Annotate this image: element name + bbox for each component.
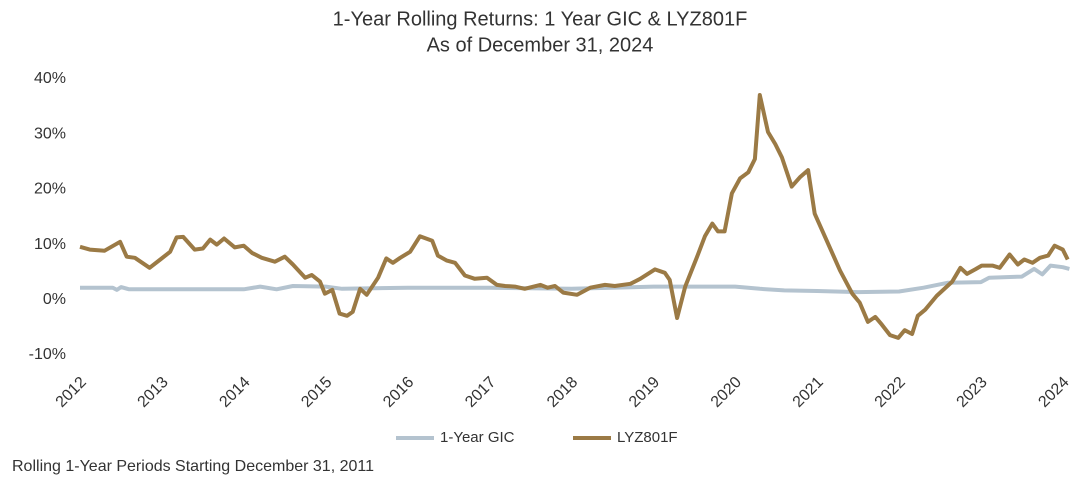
y-tick-label: 10% [34,236,66,253]
series-line [80,263,1070,295]
series-line [79,93,1070,340]
legend-label: 1-Year GIC [440,429,515,446]
footnote: Rolling 1-Year Periods Starting December… [12,458,374,475]
x-tick-label: 2021 [790,374,827,411]
x-tick-label: 2012 [53,374,90,411]
x-tick-label: 2013 [135,374,172,411]
x-tick-label: 2018 [544,374,581,411]
x-tick-label: 2016 [380,374,417,411]
x-tick-label: 2017 [462,374,499,411]
y-tick-label: 40% [34,70,66,87]
y-tick-label: 20% [34,181,66,198]
x-tick-label: 2020 [708,374,745,411]
x-tick-label: 2019 [626,374,663,411]
y-tick-label: 0% [43,291,66,308]
chart-title: 1-Year Rolling Returns: 1 Year GIC & LYZ… [333,8,748,30]
x-tick-label: 2024 [1035,374,1072,411]
chart-subtitle: As of December 31, 2024 [427,34,654,56]
y-tick-label: -10% [29,346,66,363]
x-tick-label: 2022 [872,374,909,411]
x-tick-label: 2014 [216,374,253,411]
x-tick-label: 2015 [298,374,335,411]
legend-label: LYZ801F [617,429,678,446]
x-tick-label: 2023 [954,374,991,411]
y-tick-label: 30% [34,125,66,142]
